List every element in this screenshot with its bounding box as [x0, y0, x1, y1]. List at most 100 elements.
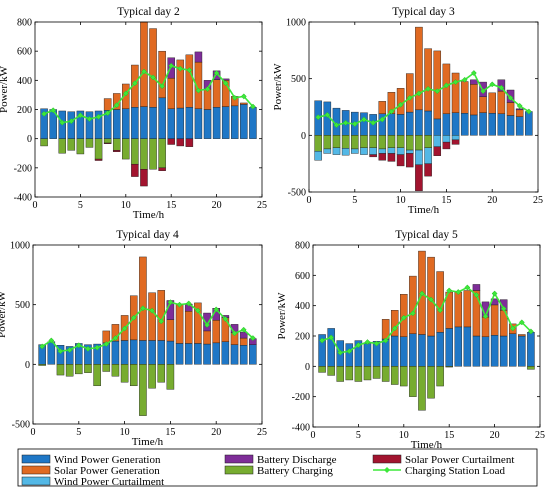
- bar-battery-charging: [527, 366, 535, 370]
- x-tick-label: 10: [121, 200, 131, 211]
- bar-solar-power-curtailment: [433, 146, 442, 156]
- point-charging-station-load: [185, 300, 192, 307]
- point-charging-station-load: [194, 307, 201, 314]
- bar-battery-charging: [103, 138, 112, 144]
- bar-wind-power-generation: [185, 107, 194, 139]
- point-charging-station-load: [94, 344, 101, 351]
- bar-wind-power-generation: [139, 340, 147, 365]
- legend-item-wind-power-generation: Wind Power Generation: [21, 454, 161, 466]
- bar-wind-power-generation: [203, 109, 212, 139]
- bar-battery-charging: [387, 135, 396, 149]
- point-charging-station-load: [437, 307, 444, 314]
- bar-battery-charging: [93, 364, 101, 387]
- bar-wind-power-generation: [515, 116, 524, 136]
- point-charging-station-load: [355, 342, 362, 349]
- x-tick-label: 5: [356, 430, 361, 441]
- point-charging-station-load: [39, 343, 46, 350]
- bar-wind-power-generation: [175, 343, 184, 365]
- bar-solar-power-curtailment: [424, 163, 432, 177]
- bar-wind-power-generation: [499, 335, 508, 367]
- y-tick-label: 400: [295, 301, 310, 312]
- point-charging-station-load: [195, 87, 202, 94]
- bar-wind-power-generation: [345, 343, 354, 367]
- legend-item-solar-power-curtailment: Solar Power Curtailment: [372, 454, 514, 466]
- point-charging-station-load: [131, 80, 138, 87]
- bar-wind-power-generation: [387, 113, 396, 136]
- bar-battery-charging: [381, 366, 390, 382]
- legend-label: Charging Station Load: [405, 465, 506, 477]
- bar-wind-power-generation: [396, 114, 405, 136]
- bar-wind-power-curtailment: [360, 147, 368, 155]
- bar-solar-power-curtailment: [405, 153, 414, 168]
- chart-title: Typical day 5: [395, 229, 458, 241]
- point-charging-station-load: [446, 287, 453, 294]
- bar-battery-charging: [76, 138, 85, 155]
- point-charging-station-load: [50, 107, 57, 114]
- bar-solar-power-generation: [140, 21, 148, 107]
- x-tick-label: 20: [490, 430, 500, 441]
- legend-marker: [384, 467, 390, 473]
- point-charging-station-load: [95, 113, 102, 120]
- bar-wind-power-generation: [194, 108, 203, 139]
- bar-solar-power-curtailment: [103, 142, 112, 144]
- bar-battery-charging: [112, 138, 121, 151]
- bar-battery-charging: [345, 366, 354, 381]
- bar-solar-power-curtailment: [94, 158, 103, 161]
- bar-solar-power-generation: [451, 72, 460, 113]
- y-axis-label: Power/kW: [272, 63, 284, 111]
- x-tick-label: 0: [33, 200, 38, 211]
- point-charging-station-load: [361, 116, 367, 123]
- point-charging-station-load: [68, 118, 75, 125]
- bar-solar-power-curtailment: [378, 153, 387, 161]
- bar-wind-power-generation: [490, 335, 499, 367]
- bar-wind-power-generation: [424, 110, 432, 136]
- bar-battery-charging: [40, 138, 48, 147]
- point-charging-station-load: [149, 307, 156, 314]
- legend-swatch: [224, 454, 254, 464]
- point-charging-station-load: [315, 114, 322, 121]
- point-charging-station-load: [455, 289, 462, 295]
- bar-solar-power-generation: [442, 63, 451, 114]
- bar-solar-power-generation: [405, 73, 414, 113]
- bar-wind-power-curtailment: [332, 147, 341, 155]
- point-charging-station-load: [121, 325, 128, 332]
- y-tick-label: 500: [291, 74, 306, 85]
- y-tick-label: 0: [25, 360, 30, 371]
- y-tick-label: 200: [17, 105, 32, 116]
- point-charging-station-load: [213, 306, 220, 313]
- point-charging-station-load: [249, 103, 256, 110]
- point-charging-station-load: [333, 122, 340, 129]
- bar-wind-power-curtailment: [433, 135, 442, 147]
- plot-frame: [308, 21, 539, 193]
- point-charging-station-load: [337, 349, 344, 356]
- legend-swatch: [21, 476, 51, 486]
- bar-wind-power-generation: [149, 107, 157, 139]
- point-charging-station-load: [204, 86, 211, 93]
- bar-wind-power-generation: [409, 333, 417, 367]
- bar-solar-power-curtailment: [415, 164, 423, 192]
- bar-battery-charging: [122, 138, 130, 160]
- bar-wind-power-generation: [240, 104, 248, 139]
- x-tick-label: 5: [352, 195, 357, 206]
- bar-wind-power-generation: [122, 108, 130, 139]
- y-tick-label: -500: [12, 420, 30, 431]
- bar-battery-charging: [120, 364, 129, 383]
- legend-label: Solar Power Generation: [54, 465, 160, 477]
- bar-solar-power-generation: [166, 319, 175, 342]
- x-tick-label: 10: [396, 195, 406, 206]
- point-charging-station-load: [491, 290, 498, 297]
- series-line-charging-station-load: [321, 286, 532, 354]
- x-tick-label: 0: [307, 195, 312, 206]
- x-tick-label: 0: [31, 427, 36, 438]
- bar-battery-charging: [409, 366, 417, 397]
- bar-solar-power-generation: [436, 271, 444, 333]
- y-tick-label: 0: [301, 131, 306, 142]
- bar-solar-power-generation: [378, 101, 387, 115]
- point-charging-station-load: [59, 119, 66, 126]
- bar-wind-power-generation: [148, 340, 156, 365]
- bar-solar-power-generation: [415, 26, 423, 111]
- bar-wind-power-generation: [194, 343, 202, 365]
- point-charging-station-load: [159, 83, 166, 90]
- legend-label: Wind Power Generation: [54, 454, 161, 466]
